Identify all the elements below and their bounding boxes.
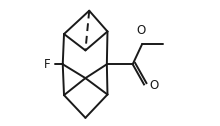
Text: O: O bbox=[150, 79, 159, 92]
Text: O: O bbox=[136, 24, 145, 37]
Text: F: F bbox=[44, 58, 51, 71]
